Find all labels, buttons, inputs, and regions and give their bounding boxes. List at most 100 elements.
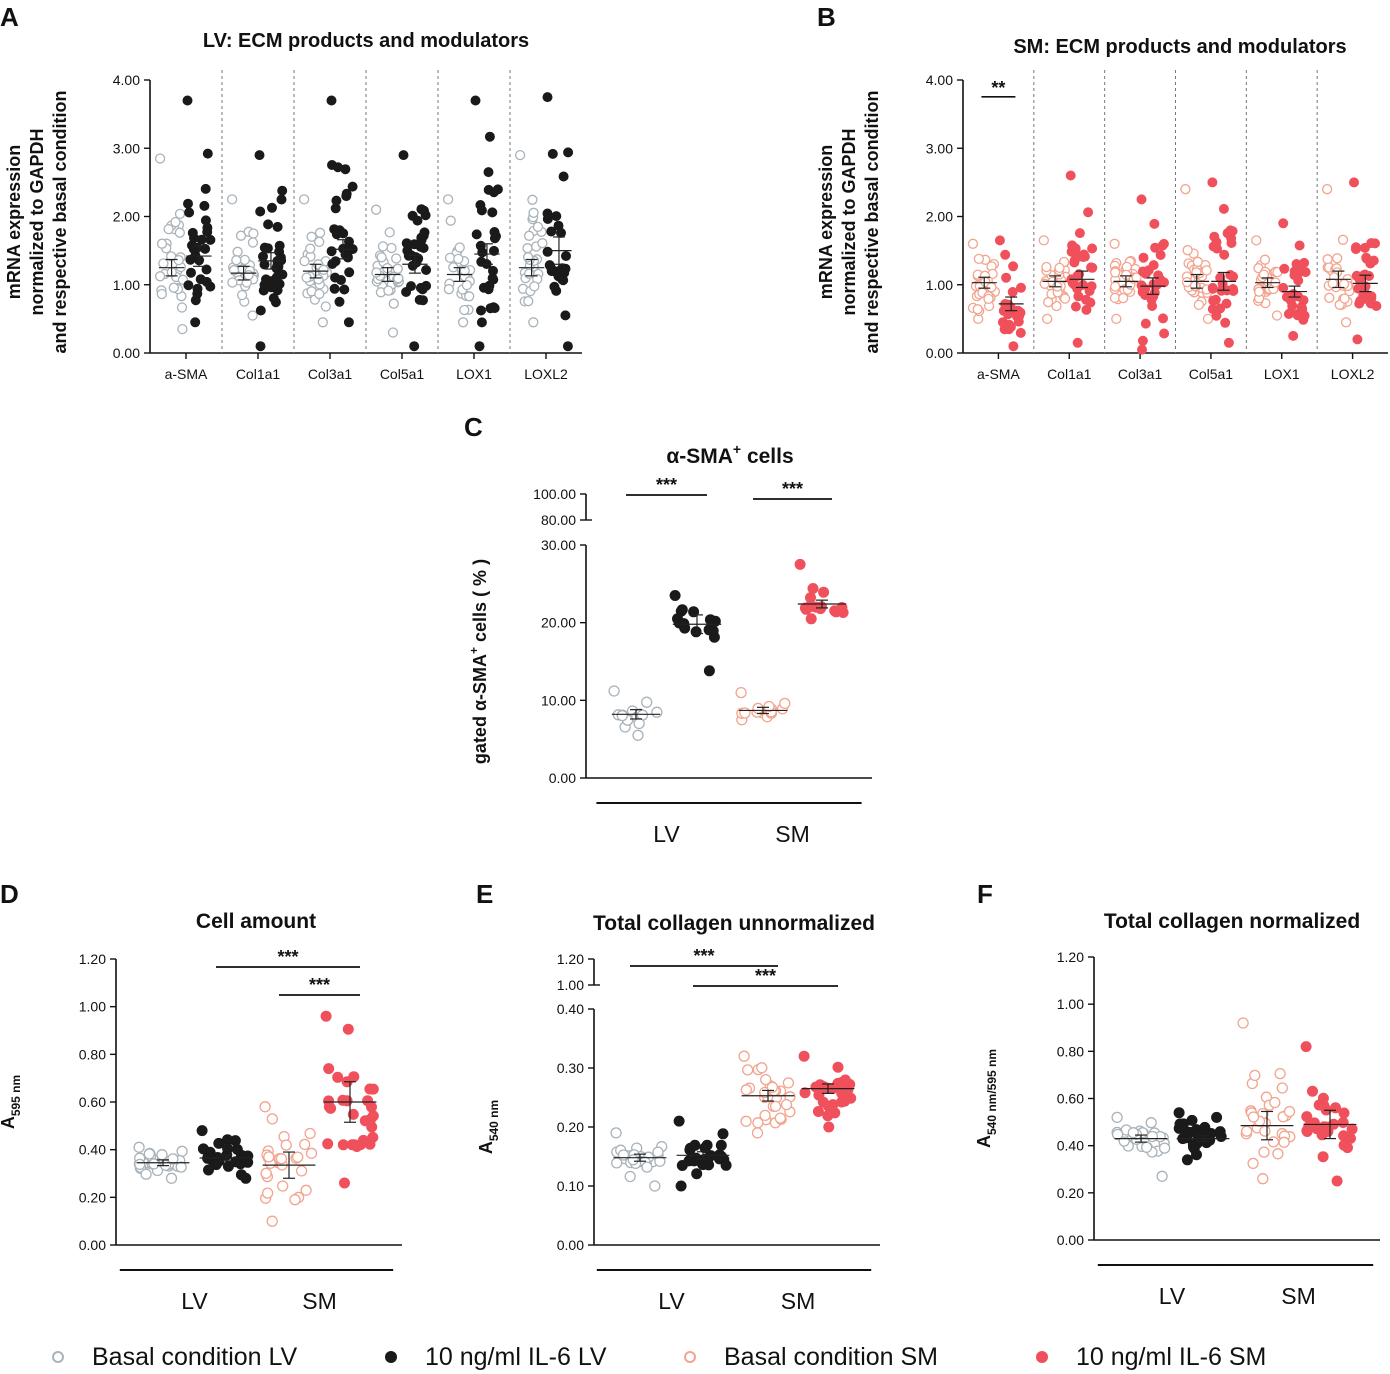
data-point — [341, 188, 352, 199]
data-point — [1087, 243, 1098, 254]
data-point — [416, 232, 427, 243]
data-point — [652, 1146, 664, 1158]
data-point — [1340, 317, 1352, 328]
data-point — [167, 1153, 179, 1165]
data-point — [763, 700, 775, 713]
data-point — [367, 1131, 379, 1143]
data-point — [1087, 262, 1098, 273]
data-point — [340, 249, 351, 260]
data-point — [1187, 1126, 1199, 1138]
data-point — [1324, 292, 1335, 303]
data-point — [1173, 1107, 1185, 1119]
x-tick-label: Col3a1 — [308, 366, 353, 382]
data-point — [259, 259, 270, 270]
filled-circle-icon — [385, 1351, 397, 1363]
data-point — [1318, 1121, 1330, 1133]
data-point — [1352, 334, 1363, 345]
data-point — [688, 606, 700, 618]
data-point — [355, 1139, 367, 1151]
data-point — [1182, 245, 1193, 256]
data-point — [347, 181, 358, 192]
data-point — [720, 1159, 732, 1171]
data-point — [560, 310, 571, 321]
y-tick-label: 0.20 — [1057, 1185, 1084, 1201]
data-point — [331, 195, 342, 206]
data-point — [1353, 283, 1364, 294]
data-point — [148, 1158, 160, 1170]
data-point — [1296, 302, 1307, 312]
data-point — [202, 148, 213, 159]
data-point — [678, 618, 690, 630]
data-point — [134, 1158, 146, 1171]
data-point — [1358, 290, 1369, 301]
data-point — [325, 1102, 337, 1114]
data-point — [190, 317, 201, 328]
data-point — [999, 324, 1010, 335]
data-point — [421, 265, 432, 275]
data-point — [344, 236, 354, 247]
data-point — [298, 194, 310, 205]
data-point — [275, 1153, 288, 1165]
data-point — [329, 283, 340, 294]
data-point — [1272, 1148, 1284, 1160]
figure-canvas: A LV: ECM products and modulators mRNA exp… — [0, 2, 1388, 1314]
data-point — [542, 208, 553, 219]
chart-title: Total collagen unnormalized — [593, 912, 875, 935]
data-point — [759, 1109, 771, 1122]
data-point — [304, 1127, 316, 1140]
data-point — [210, 1159, 222, 1171]
data-point — [461, 279, 473, 291]
y-tick-label: 20.00 — [541, 615, 576, 631]
data-point — [1365, 298, 1376, 309]
data-point — [740, 1084, 752, 1096]
data-point — [1241, 1125, 1253, 1137]
data-point — [1146, 1130, 1159, 1143]
data-point — [1337, 1117, 1349, 1128]
data-point — [367, 1083, 379, 1095]
data-point — [170, 216, 181, 228]
panel-letter: F — [977, 879, 993, 909]
data-point — [799, 602, 811, 614]
data-point — [780, 1098, 793, 1111]
data-point — [610, 1127, 622, 1139]
data-point — [445, 215, 456, 226]
data-point — [1222, 228, 1233, 239]
data-point — [742, 1064, 754, 1076]
data-point — [158, 258, 169, 269]
data-point — [774, 1112, 786, 1124]
data-point — [491, 231, 501, 242]
data-point — [676, 604, 688, 616]
significance-label: *** — [782, 479, 803, 499]
data-point — [815, 603, 826, 615]
data-point — [823, 1121, 835, 1133]
data-point — [1327, 278, 1338, 289]
data-point — [523, 296, 534, 307]
y-axis-label-line: and respective basal condition — [862, 90, 882, 353]
data-point — [1253, 286, 1265, 297]
data-point — [200, 183, 211, 194]
data-point — [261, 1187, 274, 1199]
chart-title: α-SMA+ cells — [666, 441, 793, 468]
data-point — [176, 302, 188, 313]
data-point — [344, 267, 355, 278]
data-point — [1332, 253, 1343, 264]
y-tick-label: 2.00 — [113, 209, 140, 225]
data-point — [1247, 1157, 1259, 1170]
data-point — [1118, 292, 1129, 304]
data-point — [165, 1172, 178, 1184]
data-point — [268, 293, 279, 304]
data-point — [259, 1101, 271, 1113]
data-point — [1111, 1111, 1123, 1124]
data-point — [276, 194, 287, 205]
data-point — [470, 95, 481, 106]
y-tick-label: 1.00 — [1057, 996, 1084, 1012]
data-point — [305, 1147, 318, 1159]
data-point — [318, 264, 329, 275]
data-point — [1214, 1126, 1226, 1138]
data-point — [1278, 218, 1289, 229]
data-point — [199, 200, 210, 211]
data-point — [558, 171, 569, 182]
legend-item-basal-sm: Basal condition SM — [684, 1340, 938, 1374]
data-point — [1016, 282, 1026, 293]
data-point — [528, 207, 539, 218]
